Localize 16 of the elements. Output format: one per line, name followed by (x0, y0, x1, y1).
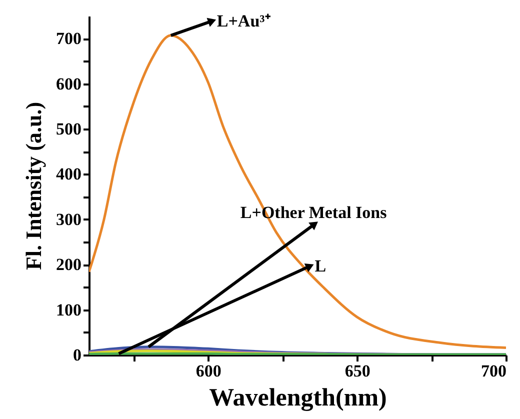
y-axis-title: Fl. Intensity (a.u.) (21, 102, 46, 270)
y-tick-label: 0 (73, 346, 82, 364)
annotation: L+Au³⁺ (216, 11, 271, 30)
y-tick-label: 700 (56, 29, 82, 48)
x-axis-title: Wavelength(nm) (209, 384, 387, 412)
y-tick-label: 500 (56, 120, 82, 138)
y-tick-label: 300 (56, 210, 82, 229)
annotation: L (314, 256, 326, 276)
y-tick-label: 200 (56, 255, 82, 274)
y-tick-label: 600 (56, 74, 82, 94)
line-series (89, 34, 506, 350)
x-tick-label: 600 (196, 362, 222, 380)
y-tick-label: 100 (56, 300, 82, 320)
x-tick-label: 700 (481, 362, 506, 380)
y-tick-label: 400 (56, 164, 82, 184)
x-tick-label: 650 (344, 362, 370, 380)
